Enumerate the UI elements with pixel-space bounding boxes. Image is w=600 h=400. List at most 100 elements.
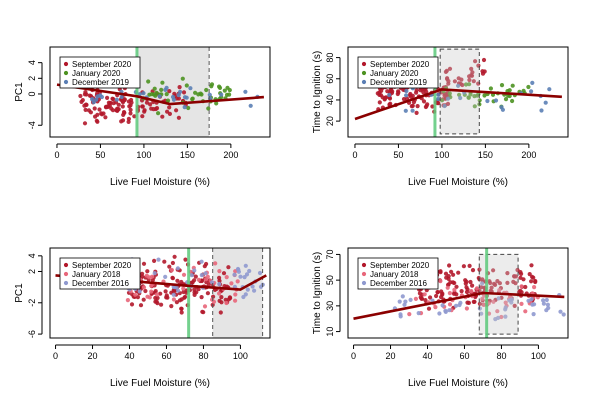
data-point — [192, 268, 197, 273]
data-point — [103, 115, 108, 120]
data-point — [447, 91, 452, 96]
data-point — [464, 306, 469, 311]
data-point — [153, 289, 158, 294]
data-point — [101, 111, 106, 116]
data-point — [238, 274, 243, 279]
data-point — [149, 289, 154, 294]
legend-marker — [63, 61, 69, 67]
data-point — [387, 96, 393, 101]
data-point — [152, 271, 157, 276]
data-point — [83, 90, 88, 95]
x-tick-label: 60 — [459, 351, 469, 361]
data-point — [176, 96, 181, 101]
data-point — [480, 281, 485, 286]
data-point — [149, 92, 154, 97]
data-point — [545, 302, 551, 307]
data-point — [128, 111, 133, 116]
data-point — [243, 292, 248, 297]
data-point — [202, 304, 208, 309]
data-point — [499, 314, 504, 320]
data-point — [471, 299, 476, 304]
data-point — [175, 266, 180, 271]
x-tick-label: 0 — [352, 150, 357, 160]
data-point — [205, 291, 210, 296]
data-point — [530, 80, 535, 85]
data-point — [436, 101, 441, 106]
data-point — [172, 91, 177, 96]
data-point — [466, 95, 471, 100]
data-point — [167, 105, 172, 110]
data-point — [404, 88, 409, 94]
data-point — [97, 107, 102, 112]
y-tick-label: 4 — [27, 60, 37, 65]
y-axis-label: Time to Ignition (s) — [312, 51, 323, 133]
data-point — [458, 95, 463, 101]
data-point — [485, 98, 490, 104]
data-point — [430, 104, 435, 109]
y-tick-label: 30 — [325, 301, 335, 311]
data-point — [165, 98, 171, 103]
fit-line — [354, 88, 562, 121]
fit-line — [56, 83, 264, 106]
chart-panel-3: 0 20 40 60 80 100 Live Fuel Moisture (%) -6 -2 2 4… — [14, 247, 271, 389]
data-point — [210, 297, 215, 302]
data-point — [512, 303, 517, 308]
x-tick-label: 80 — [496, 351, 506, 361]
data-point — [439, 98, 445, 103]
data-point — [170, 276, 175, 281]
data-point — [193, 90, 198, 95]
data-point — [519, 271, 524, 276]
data-point — [453, 303, 459, 308]
data-point — [204, 261, 209, 267]
data-point — [419, 296, 424, 301]
shaded-region — [136, 47, 210, 137]
data-point — [140, 271, 145, 276]
data-point — [470, 70, 475, 75]
data-point — [426, 306, 432, 311]
x-tick-label: 100 — [233, 351, 248, 361]
data-point — [129, 302, 135, 307]
data-point — [397, 299, 402, 304]
data-point — [217, 269, 222, 274]
data-point — [456, 270, 461, 275]
data-point — [204, 87, 209, 93]
data-point — [247, 268, 252, 274]
legend-marker — [361, 70, 367, 76]
data-point — [446, 81, 451, 86]
y-axis-label: Time to Ignition (s) — [312, 252, 323, 334]
data-point — [120, 104, 125, 109]
data-point — [224, 275, 229, 280]
data-point — [258, 284, 264, 289]
data-point — [447, 308, 452, 313]
data-point — [457, 302, 462, 308]
data-point — [532, 285, 537, 290]
x-tick-label: 20 — [88, 351, 98, 361]
data-point — [529, 263, 534, 268]
legend-label: December 2016 — [370, 279, 427, 288]
data-point — [167, 264, 172, 269]
y-tick-label: 80 — [325, 53, 335, 63]
data-point — [507, 93, 512, 99]
plot-frame — [49, 247, 271, 339]
data-point — [425, 102, 430, 107]
data-point — [80, 98, 85, 103]
data-point — [515, 267, 520, 273]
data-point — [184, 83, 189, 88]
data-point — [408, 297, 413, 302]
data-point — [384, 95, 389, 100]
data-point — [186, 105, 191, 111]
legend-label: September 2020 — [370, 60, 430, 69]
data-point — [167, 89, 172, 94]
data-point — [464, 289, 470, 295]
data-point — [140, 114, 145, 119]
data-point — [148, 102, 153, 107]
data-point — [503, 97, 509, 102]
data-point — [171, 297, 176, 302]
x-tick-label: 200 — [521, 150, 536, 160]
data-point — [493, 282, 498, 287]
data-point — [138, 303, 144, 308]
data-point — [421, 99, 427, 104]
x-axis-label: Live Fuel Moisture (%) — [110, 177, 210, 188]
